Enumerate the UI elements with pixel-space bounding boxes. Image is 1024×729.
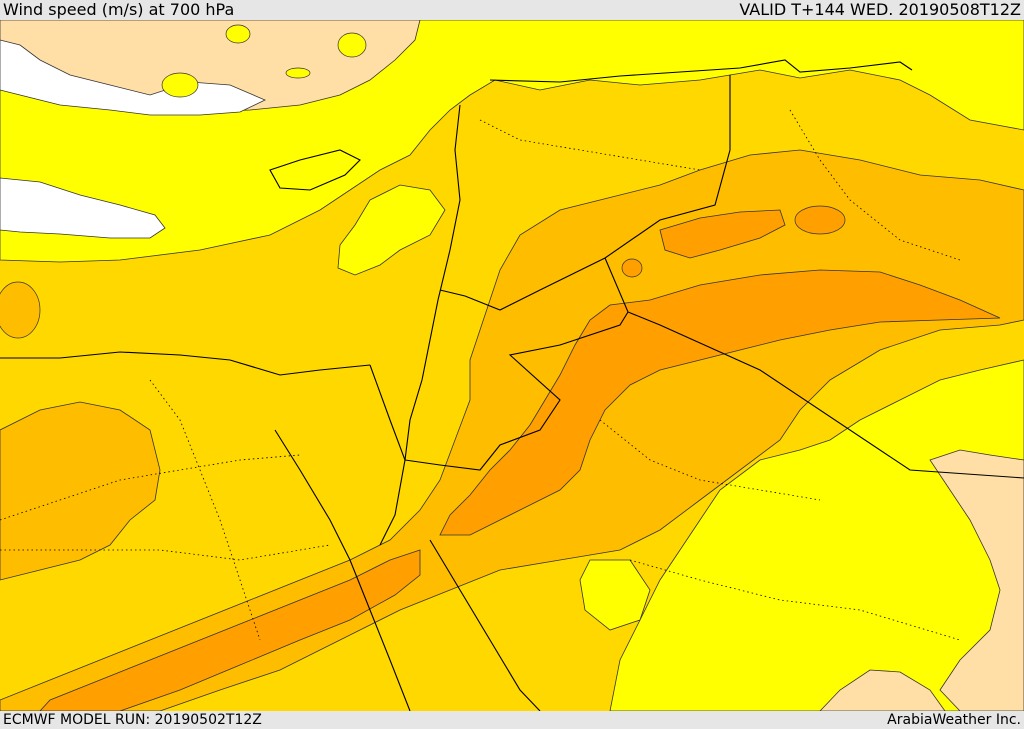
amber-blob-west — [0, 281, 41, 339]
yellow-blob-4 — [161, 72, 199, 98]
dotted-line-7 — [149, 379, 261, 641]
yellow-blob-2 — [225, 24, 251, 44]
map-title: Wind speed (m/s) at 700 hPa — [3, 0, 235, 19]
border-jordan — [404, 311, 629, 471]
orange-patch-3 — [621, 258, 643, 278]
coastline-levant — [404, 104, 461, 461]
border-northeast — [489, 59, 913, 83]
dotted-line-4 — [599, 419, 821, 501]
dotted-line-5 — [629, 559, 961, 641]
orange-core-east — [439, 269, 1001, 536]
coastline-cyprus — [269, 149, 361, 191]
border-jordan-saudi — [604, 257, 1024, 479]
yellow-patch-center — [337, 184, 446, 276]
peach-land-south — [819, 669, 946, 711]
yellow-blob-1 — [337, 32, 367, 58]
amber-patch-west — [0, 401, 161, 581]
dotted-line-6 — [789, 109, 961, 261]
peach-land-southeast — [929, 449, 1024, 711]
header-bar: Wind speed (m/s) at 700 hPa VALID T+144 … — [0, 0, 1024, 20]
yellow-blob-3 — [285, 67, 311, 79]
yellow-zone-southeast — [609, 359, 1024, 711]
credit-label: ArabiaWeather Inc. — [887, 712, 1021, 728]
white-patch-west — [0, 177, 166, 239]
white-patch-north — [0, 39, 266, 116]
orange-patch-ne — [659, 209, 786, 259]
valid-time: VALID T+144 WED. 20190508T12Z — [739, 0, 1021, 19]
orange-core-west — [39, 549, 421, 711]
model-run: ECMWF MODEL RUN: 20190502T12Z — [3, 712, 262, 728]
coastline-egypt — [0, 351, 371, 376]
coastline-redsea-west — [274, 429, 411, 711]
yellow-patch-mid — [579, 559, 651, 631]
footer-bar: ECMWF MODEL RUN: 20190502T12Z ArabiaWeat… — [0, 711, 1024, 729]
orange-patch-2 — [794, 205, 846, 235]
coastline-redsea-east — [429, 539, 541, 711]
wind-speed-map — [0, 20, 1024, 711]
